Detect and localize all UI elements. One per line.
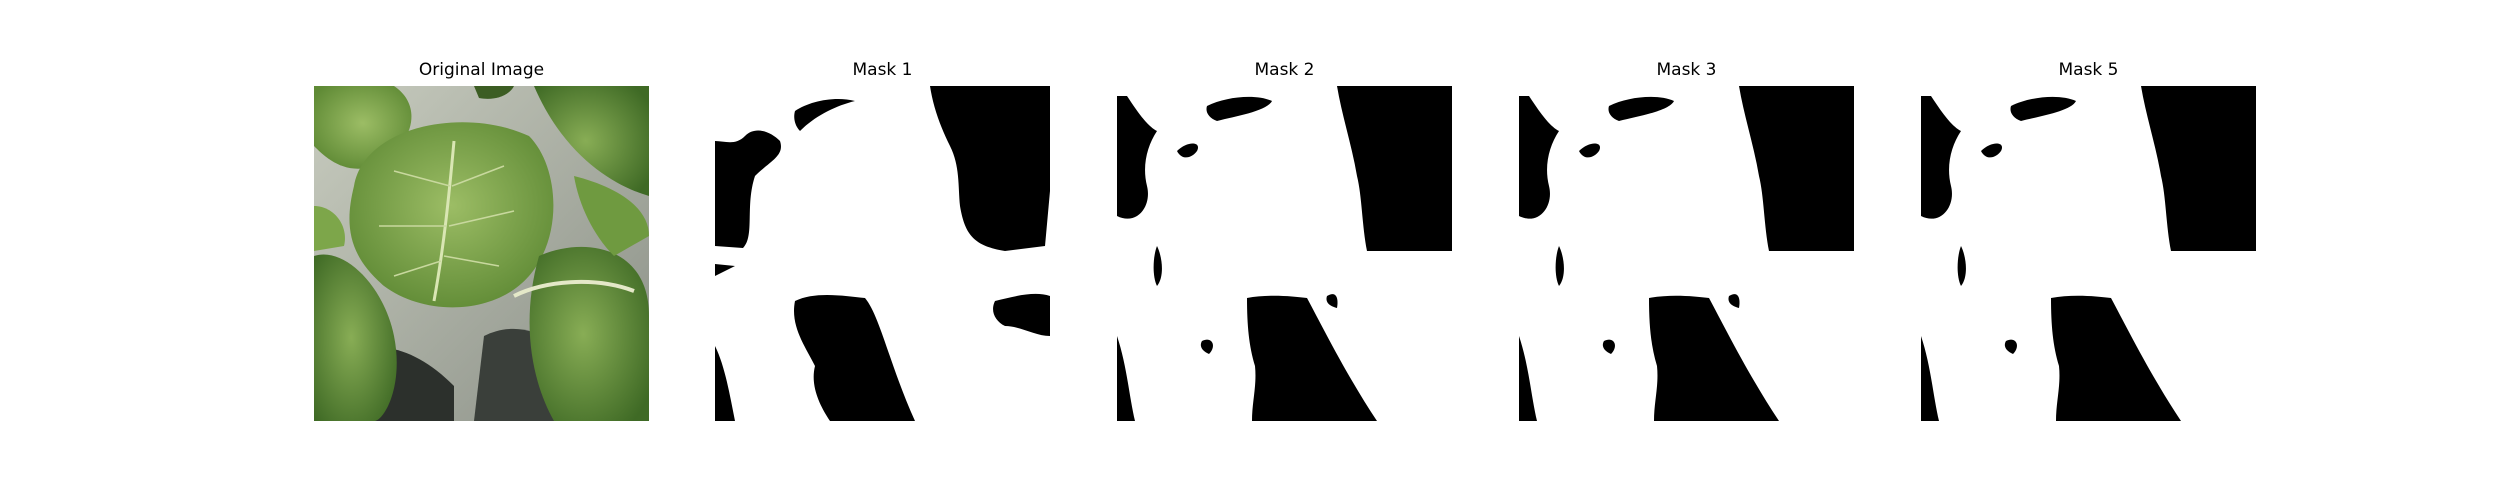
mask-5-image: [1921, 86, 2256, 421]
mask-3-title: Mask 3: [1656, 60, 1717, 80]
mask-1-title: Mask 1: [852, 60, 913, 80]
mask-5-title: Mask 5: [2058, 60, 2119, 80]
original-image: [314, 86, 649, 421]
mask-1-image: [715, 86, 1050, 421]
leaf-center: [349, 122, 554, 308]
leaf-bottom-left: [314, 254, 397, 421]
mask-5-panel: Mask 5: [1921, 60, 2256, 421]
leaf-bottom-right: [529, 246, 649, 421]
leaf-top-right: [534, 86, 649, 196]
mask-2-panel: Mask 2: [1117, 60, 1452, 421]
mask-3-panel: Mask 3: [1519, 60, 1854, 421]
mask-2-title: Mask 2: [1254, 60, 1315, 80]
mask-3-image: [1519, 86, 1854, 421]
mask-2-image: [1117, 86, 1452, 421]
original-image-title: Original Image: [418, 60, 545, 80]
original-image-panel: Original Image: [314, 60, 649, 421]
mask-1-panel: Mask 1: [715, 60, 1050, 421]
